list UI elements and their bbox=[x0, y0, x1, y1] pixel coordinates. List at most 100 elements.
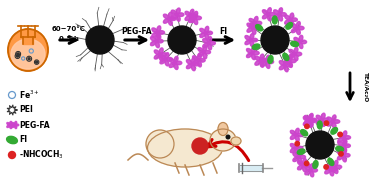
Ellipse shape bbox=[290, 143, 296, 148]
Ellipse shape bbox=[7, 125, 10, 128]
Ellipse shape bbox=[249, 19, 255, 23]
Circle shape bbox=[289, 18, 292, 21]
Ellipse shape bbox=[247, 53, 252, 58]
Circle shape bbox=[193, 16, 196, 19]
Ellipse shape bbox=[178, 13, 184, 16]
Text: PEI: PEI bbox=[19, 105, 33, 115]
Circle shape bbox=[249, 39, 252, 42]
Ellipse shape bbox=[253, 26, 260, 29]
Ellipse shape bbox=[268, 60, 274, 64]
Ellipse shape bbox=[266, 55, 270, 61]
Ellipse shape bbox=[252, 21, 256, 27]
Ellipse shape bbox=[329, 167, 334, 171]
Ellipse shape bbox=[193, 60, 198, 65]
Ellipse shape bbox=[11, 124, 14, 126]
Ellipse shape bbox=[158, 31, 165, 34]
Ellipse shape bbox=[327, 117, 332, 122]
Circle shape bbox=[309, 169, 312, 172]
Ellipse shape bbox=[285, 15, 290, 20]
Ellipse shape bbox=[262, 10, 268, 14]
Circle shape bbox=[159, 53, 162, 56]
Circle shape bbox=[251, 52, 254, 55]
Ellipse shape bbox=[309, 121, 313, 127]
Ellipse shape bbox=[291, 41, 299, 46]
Ellipse shape bbox=[194, 19, 198, 25]
Ellipse shape bbox=[295, 142, 299, 147]
Ellipse shape bbox=[304, 115, 309, 120]
Circle shape bbox=[267, 13, 270, 16]
Circle shape bbox=[308, 119, 312, 122]
Circle shape bbox=[305, 161, 309, 166]
Ellipse shape bbox=[171, 15, 177, 19]
Ellipse shape bbox=[328, 158, 334, 166]
Circle shape bbox=[253, 22, 256, 25]
Ellipse shape bbox=[157, 39, 163, 43]
Ellipse shape bbox=[305, 166, 310, 170]
Ellipse shape bbox=[298, 158, 302, 164]
Ellipse shape bbox=[299, 35, 303, 41]
Ellipse shape bbox=[231, 137, 241, 145]
Ellipse shape bbox=[343, 146, 347, 152]
Ellipse shape bbox=[338, 137, 343, 142]
Ellipse shape bbox=[331, 128, 338, 134]
Ellipse shape bbox=[295, 149, 299, 155]
Circle shape bbox=[168, 17, 171, 20]
Ellipse shape bbox=[272, 16, 277, 24]
Ellipse shape bbox=[305, 170, 310, 175]
Circle shape bbox=[342, 154, 345, 157]
Ellipse shape bbox=[15, 121, 17, 125]
Ellipse shape bbox=[11, 39, 45, 69]
Ellipse shape bbox=[279, 61, 285, 65]
Circle shape bbox=[202, 51, 205, 54]
Ellipse shape bbox=[157, 33, 161, 39]
Ellipse shape bbox=[260, 54, 264, 60]
Ellipse shape bbox=[274, 10, 279, 14]
Ellipse shape bbox=[161, 53, 167, 56]
Circle shape bbox=[226, 135, 230, 139]
Ellipse shape bbox=[290, 13, 294, 19]
Ellipse shape bbox=[150, 41, 156, 46]
Ellipse shape bbox=[247, 49, 252, 53]
Ellipse shape bbox=[338, 141, 343, 146]
Ellipse shape bbox=[190, 17, 194, 22]
Ellipse shape bbox=[200, 33, 205, 37]
Ellipse shape bbox=[200, 28, 205, 33]
FancyBboxPatch shape bbox=[240, 165, 262, 171]
Ellipse shape bbox=[297, 161, 303, 165]
Ellipse shape bbox=[152, 28, 157, 33]
Circle shape bbox=[192, 138, 208, 154]
Ellipse shape bbox=[311, 168, 317, 172]
Ellipse shape bbox=[303, 159, 306, 165]
Polygon shape bbox=[23, 37, 33, 44]
Circle shape bbox=[324, 165, 328, 169]
Polygon shape bbox=[7, 105, 17, 115]
Ellipse shape bbox=[291, 28, 297, 33]
Ellipse shape bbox=[297, 149, 305, 154]
Ellipse shape bbox=[296, 52, 302, 56]
Ellipse shape bbox=[261, 62, 266, 66]
Ellipse shape bbox=[293, 157, 298, 162]
Ellipse shape bbox=[261, 59, 268, 63]
Ellipse shape bbox=[164, 19, 169, 23]
Ellipse shape bbox=[176, 61, 182, 65]
Ellipse shape bbox=[310, 119, 316, 123]
Circle shape bbox=[197, 59, 200, 62]
Circle shape bbox=[36, 61, 38, 63]
Ellipse shape bbox=[336, 146, 344, 152]
Circle shape bbox=[176, 13, 179, 16]
Ellipse shape bbox=[7, 136, 17, 144]
Ellipse shape bbox=[338, 133, 343, 138]
Ellipse shape bbox=[294, 37, 299, 42]
Text: PEG-FA: PEG-FA bbox=[19, 121, 50, 129]
Ellipse shape bbox=[279, 65, 285, 70]
Ellipse shape bbox=[154, 54, 159, 59]
Ellipse shape bbox=[208, 37, 212, 43]
Ellipse shape bbox=[297, 133, 303, 137]
Ellipse shape bbox=[290, 130, 296, 135]
Ellipse shape bbox=[268, 56, 273, 64]
Circle shape bbox=[173, 61, 176, 64]
Ellipse shape bbox=[279, 8, 282, 14]
Ellipse shape bbox=[289, 54, 294, 59]
Ellipse shape bbox=[284, 61, 289, 65]
Ellipse shape bbox=[165, 53, 169, 59]
